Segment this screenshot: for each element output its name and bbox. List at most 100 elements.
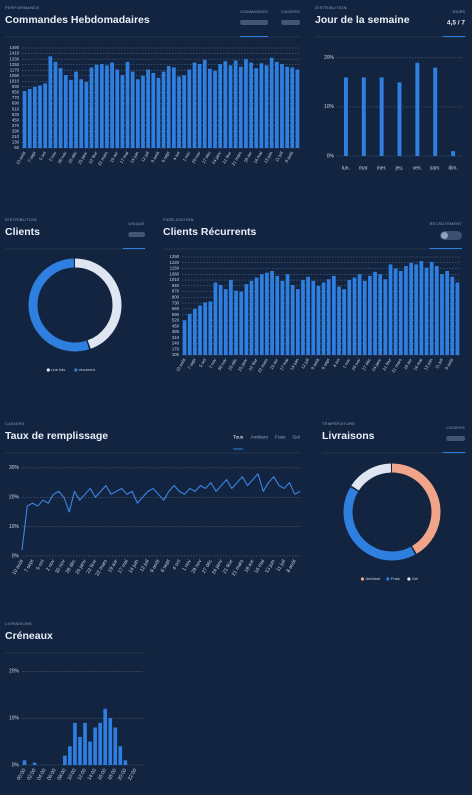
x-tick-label: lun. <box>342 165 350 171</box>
bar <box>285 66 289 148</box>
bar <box>113 727 118 765</box>
bar <box>280 63 284 148</box>
bar <box>213 282 218 355</box>
x-tick-label: 2 nov <box>208 357 218 369</box>
y-tick-label: 170 <box>172 346 180 351</box>
legend-label: une fois <box>51 367 65 372</box>
bar <box>182 320 187 355</box>
y-tick-label: 210 <box>12 134 20 139</box>
tab[interactable]: Tous <box>233 434 244 440</box>
x-tick-label: 28 déc <box>67 150 78 164</box>
bar <box>383 279 388 355</box>
x-tick-label: 06:00 <box>46 767 58 781</box>
x-tick-label: 29 nov <box>351 357 362 371</box>
y-tick-label: 130 <box>12 140 20 145</box>
bar <box>254 68 259 148</box>
x-tick-label: 1 nov <box>181 558 193 572</box>
x-tick-label: 8 août <box>444 357 455 371</box>
legend-swatch <box>74 368 78 372</box>
bar <box>388 264 393 355</box>
legend-swatch <box>46 368 50 372</box>
toggle-label[interactable]: RECRUTEMENT <box>430 222 463 226</box>
y-tick-label: 690 <box>12 101 20 106</box>
bar <box>177 76 181 148</box>
bar <box>172 67 176 148</box>
toggle-label[interactable]: CASIERS <box>446 426 465 430</box>
x-tick-label: 1 nov <box>182 150 192 162</box>
legend-swatch <box>360 577 365 581</box>
x-tick-label: dim. <box>448 165 457 171</box>
x-tick-label: 16 mai <box>412 358 423 372</box>
y-tick-label: 50 <box>14 145 19 150</box>
bar <box>280 280 285 355</box>
x-tick-label: 00:00 <box>16 767 28 781</box>
tab[interactable]: Ambiant <box>250 434 268 440</box>
toggle-label[interactable]: COMMANDES <box>240 10 268 14</box>
panel-kicker: CASIERS <box>5 421 25 426</box>
panel-title: Jour de la semaine <box>315 14 410 26</box>
badge-label: JOURS <box>452 10 465 14</box>
bar <box>337 286 341 355</box>
y-tick-label: 310 <box>172 335 180 340</box>
y-tick-label: 0% <box>12 553 20 559</box>
x-tick-label: 4 oct <box>172 150 181 161</box>
x-tick-label: 6 sept <box>320 357 331 370</box>
x-tick-label: 17 mai <box>119 151 130 165</box>
bar <box>218 285 223 355</box>
bar <box>108 718 113 765</box>
x-tick-label: 8 août <box>284 150 295 164</box>
bar <box>234 290 238 355</box>
bar <box>321 282 326 355</box>
bar <box>264 65 269 148</box>
blurred-value <box>240 20 268 25</box>
y-tick-label: 1010 <box>9 78 19 83</box>
legend-label: Ambiant <box>366 576 382 581</box>
x-tick-label: 24 janv <box>371 357 383 372</box>
x-tick-label: 30 nov <box>217 357 228 371</box>
donut-segment <box>343 463 441 561</box>
bar <box>135 79 140 148</box>
bar <box>343 77 348 156</box>
bar <box>404 266 408 355</box>
x-tick-label: 16 mai <box>252 151 263 165</box>
panel-kicker: FIDÉLISATION <box>163 217 194 222</box>
bar <box>63 755 67 765</box>
x-tick-label: 7 sept <box>27 150 38 163</box>
bar <box>347 280 352 355</box>
bar <box>202 59 207 148</box>
bar <box>265 272 269 355</box>
panel-title: Clients Récurrents <box>163 226 257 238</box>
x-tick-label: 13 juin <box>423 357 434 371</box>
x-tick-label: 28 déc <box>227 357 238 371</box>
bar <box>197 63 202 148</box>
bar <box>290 67 295 148</box>
y-tick-label: 800 <box>172 294 180 299</box>
y-tick-label: 770 <box>12 95 20 100</box>
bar <box>445 271 449 355</box>
tab[interactable]: Frais <box>275 434 286 440</box>
legend-label: Gel <box>412 576 418 581</box>
y-tick-label: 0% <box>12 762 20 768</box>
toggle-label[interactable]: UNIQUE <box>128 222 145 226</box>
x-tick-label: 04:00 <box>36 767 48 781</box>
y-tick-label: 660 <box>172 306 180 311</box>
x-tick-label: 17 mai <box>279 358 290 372</box>
bar <box>74 71 78 148</box>
donut-segment <box>28 258 122 352</box>
bar <box>424 267 429 355</box>
bar <box>187 313 192 355</box>
y-tick-label: 10% <box>9 524 20 530</box>
toggle-label[interactable]: CASIERS <box>281 10 300 14</box>
x-tick-label: 12:00 <box>76 767 88 781</box>
tab[interactable]: Gel <box>293 434 300 440</box>
y-tick-label: 100 <box>172 352 180 357</box>
bar <box>342 289 347 355</box>
x-tick-label: 11 juil <box>274 151 284 163</box>
x-tick-label: 13 juin <box>263 150 274 164</box>
bar <box>244 59 248 148</box>
bar <box>239 291 244 355</box>
y-tick-label: 1290 <box>169 254 179 259</box>
bar <box>38 85 42 148</box>
